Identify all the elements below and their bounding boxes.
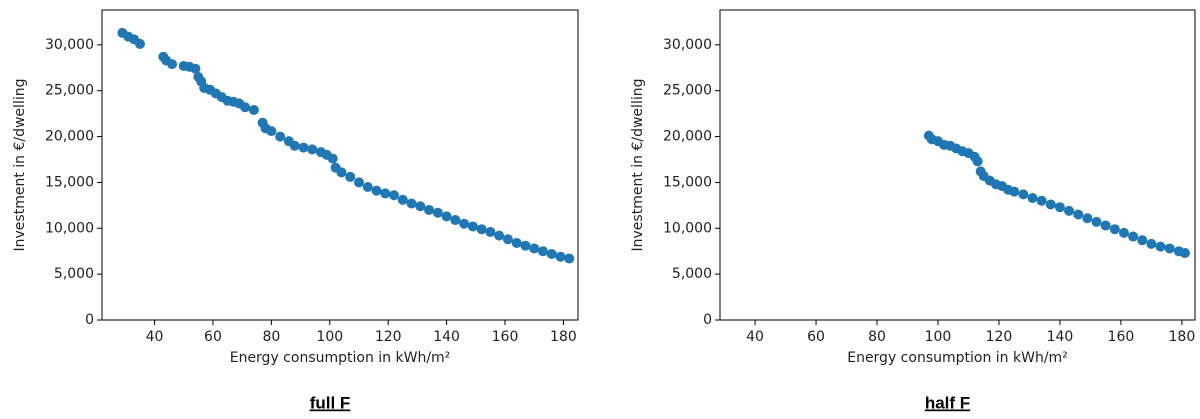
point	[555, 251, 566, 262]
x-tick-label: 80	[868, 329, 886, 345]
point	[353, 177, 364, 188]
point	[537, 246, 548, 257]
x-tick-label: 60	[807, 329, 825, 345]
x-tick-label: 40	[146, 329, 164, 345]
point	[1064, 205, 1075, 216]
point	[1082, 213, 1093, 224]
point	[327, 153, 338, 164]
y-axis-label: Investment in €/dwelling	[630, 79, 646, 252]
x-tick-label: 120	[986, 329, 1013, 345]
point	[424, 204, 435, 215]
y-tick-label: 20,000	[45, 129, 94, 145]
point	[1091, 216, 1102, 227]
plot-frame	[719, 9, 1196, 321]
point	[432, 207, 443, 218]
point	[1155, 241, 1166, 252]
y-tick-label: 15,000	[663, 174, 712, 190]
point	[546, 248, 557, 259]
point	[406, 198, 417, 209]
x-tick-label: 140	[1047, 329, 1074, 345]
point	[190, 63, 201, 74]
point	[1073, 209, 1084, 220]
y-tick-label: 30,000	[663, 37, 712, 53]
y-tick-label: 10,000	[663, 220, 712, 236]
point	[1164, 243, 1175, 254]
y-tick-label: 10,000	[45, 220, 94, 236]
point	[511, 237, 522, 248]
point	[972, 156, 983, 167]
point	[298, 142, 309, 153]
point	[494, 230, 505, 241]
point	[266, 126, 277, 137]
point	[380, 188, 391, 199]
y-tick-label: 25,000	[45, 83, 94, 99]
x-axis-label: Energy consumption in kWh/m²	[230, 350, 451, 366]
y-tick-label: 15,000	[45, 174, 94, 190]
x-tick-label: 40	[746, 329, 764, 345]
point	[529, 243, 540, 254]
point	[1036, 195, 1047, 206]
x-tick-label: 180	[1169, 329, 1196, 345]
x-tick-label: 140	[433, 329, 460, 345]
point	[371, 185, 382, 196]
plot-frame	[101, 9, 579, 321]
x-tick-label: 60	[204, 329, 222, 345]
point	[307, 144, 318, 155]
point	[167, 59, 178, 70]
point	[467, 221, 478, 232]
point	[345, 171, 356, 182]
caption: full F	[310, 393, 351, 412]
point	[1109, 224, 1120, 235]
y-axis-label: Investment in €/dwelling	[12, 79, 28, 252]
y-tick-label: 5,000	[672, 266, 712, 282]
point	[1128, 231, 1139, 242]
point	[240, 102, 251, 113]
point	[362, 182, 373, 193]
point	[1045, 199, 1056, 210]
point	[275, 131, 286, 142]
point	[134, 38, 145, 49]
y-tick-label: 20,000	[663, 129, 712, 145]
point	[485, 226, 496, 237]
x-tick-label: 160	[492, 329, 519, 345]
point	[520, 240, 531, 251]
point	[289, 140, 300, 151]
y-tick-label: 25,000	[663, 83, 712, 99]
point	[476, 224, 487, 235]
point	[459, 218, 470, 229]
point	[502, 234, 513, 245]
point	[1146, 238, 1157, 249]
x-tick-label: 180	[550, 329, 577, 345]
point	[389, 190, 400, 201]
point	[1054, 202, 1065, 213]
point	[248, 104, 259, 115]
point	[450, 215, 461, 226]
x-axis-label: Energy consumption in kWh/m²	[847, 350, 1068, 366]
point	[1179, 248, 1190, 259]
x-tick-label: 100	[316, 329, 343, 345]
point	[441, 211, 452, 222]
x-tick-label: 120	[375, 329, 402, 345]
y-tick-label: 30,000	[45, 37, 94, 53]
point	[1027, 193, 1038, 204]
point	[564, 253, 575, 264]
x-tick-label: 80	[262, 329, 280, 345]
point	[1009, 186, 1020, 197]
point	[1100, 220, 1111, 231]
point	[1137, 235, 1148, 246]
point	[397, 194, 408, 205]
point	[1018, 189, 1029, 200]
caption: half F	[925, 393, 970, 412]
y-tick-label: 5,000	[54, 266, 94, 282]
x-tick-label: 100	[925, 329, 952, 345]
point	[336, 167, 347, 178]
y-tick-label: 0	[85, 312, 94, 328]
point	[1118, 227, 1129, 238]
y-tick-label: 0	[703, 312, 712, 328]
x-tick-label: 160	[1108, 329, 1135, 345]
point	[415, 201, 426, 212]
